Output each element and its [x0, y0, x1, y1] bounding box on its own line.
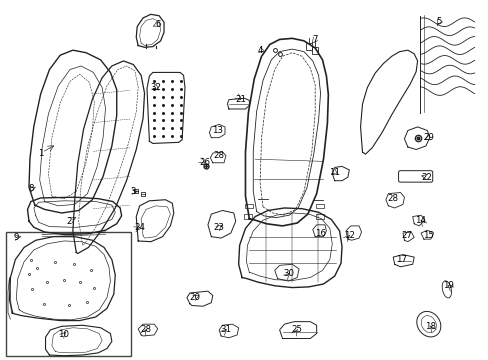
- Text: 13: 13: [212, 126, 223, 135]
- Text: 30: 30: [283, 269, 294, 278]
- Text: 9: 9: [14, 233, 19, 242]
- Text: 5: 5: [436, 17, 441, 26]
- Bar: [316, 215, 324, 219]
- Text: 25: 25: [291, 325, 302, 334]
- Text: 27: 27: [400, 231, 411, 240]
- Text: 16: 16: [314, 229, 325, 238]
- Text: 23: 23: [213, 223, 224, 232]
- Text: 2: 2: [66, 217, 72, 226]
- Text: 29: 29: [423, 133, 433, 142]
- Text: 28: 28: [140, 325, 151, 334]
- Text: 14: 14: [415, 216, 426, 225]
- Text: 7: 7: [312, 35, 317, 44]
- Text: 11: 11: [328, 168, 340, 177]
- Text: 12: 12: [343, 231, 354, 240]
- Text: 22: 22: [421, 173, 432, 182]
- Bar: [305, 43, 311, 50]
- Text: 6: 6: [155, 19, 160, 28]
- Text: 15: 15: [423, 231, 433, 240]
- Text: 32: 32: [150, 83, 161, 92]
- Text: 21: 21: [235, 95, 245, 104]
- Text: 18: 18: [425, 322, 435, 331]
- Text: 4: 4: [257, 46, 263, 55]
- Bar: [5, 232, 131, 356]
- Text: 8: 8: [28, 184, 34, 193]
- Text: 17: 17: [395, 255, 406, 264]
- Text: 19: 19: [442, 281, 453, 290]
- Text: 10: 10: [58, 330, 68, 339]
- Text: 26: 26: [199, 158, 209, 167]
- Text: 1: 1: [38, 149, 43, 158]
- Bar: [316, 204, 324, 208]
- Text: 3: 3: [130, 187, 136, 196]
- Bar: [312, 46, 318, 54]
- Text: 24: 24: [134, 223, 145, 232]
- Text: 28: 28: [213, 151, 224, 160]
- Bar: [245, 204, 253, 208]
- Bar: [244, 215, 252, 219]
- Text: 28: 28: [387, 194, 398, 203]
- Text: 20: 20: [189, 293, 200, 302]
- Text: 31: 31: [220, 325, 231, 334]
